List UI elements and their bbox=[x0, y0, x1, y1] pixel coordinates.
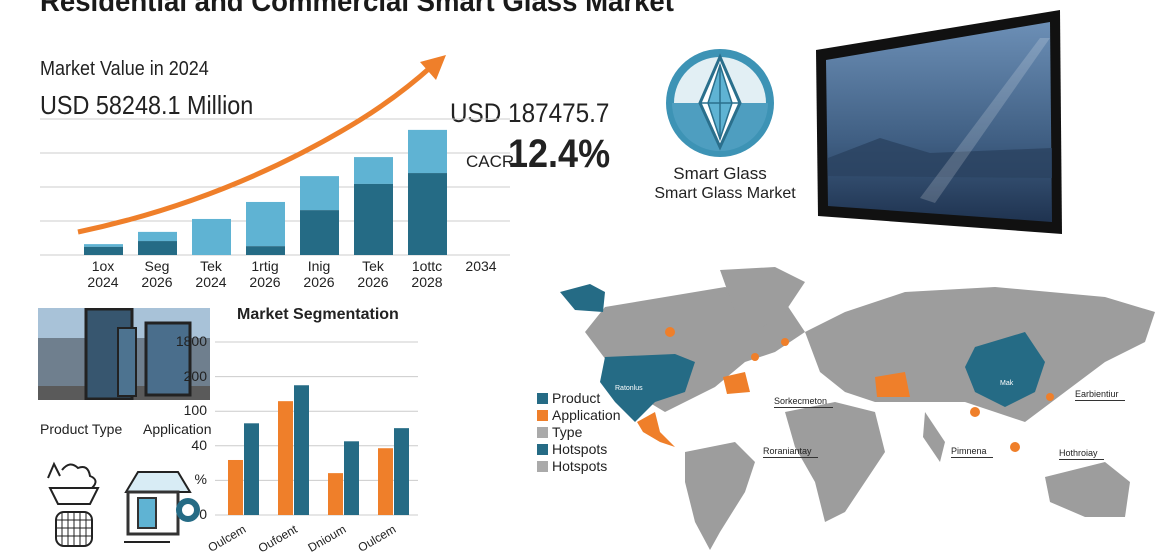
legend-item: Hotspots bbox=[537, 441, 621, 458]
smart-glass-display-image bbox=[816, 10, 1062, 234]
bar-segment-light bbox=[192, 218, 231, 255]
growth-chart bbox=[40, 55, 510, 256]
segment-bar bbox=[244, 423, 259, 515]
x-tick-label: Seg 2026 bbox=[141, 258, 173, 290]
segmentation-legend: Product Application Type Hotspots Hotspots bbox=[537, 390, 621, 475]
bar-segment-dark bbox=[246, 246, 285, 255]
segment-bar bbox=[344, 441, 359, 515]
brand-subtitle: Smart Glass Market bbox=[654, 185, 796, 202]
legend-swatch bbox=[537, 393, 548, 404]
map-label-japan: Earbientiur bbox=[1075, 389, 1125, 401]
legend-item: Product bbox=[537, 390, 621, 407]
bar-segment-light bbox=[300, 176, 339, 211]
trend-arrow bbox=[77, 64, 434, 235]
map-label-north-america: Ratonlus bbox=[615, 385, 643, 392]
world-map: Ratonlus Mak bbox=[560, 267, 1155, 550]
legend-label: Type bbox=[552, 424, 583, 440]
bar-segment-light bbox=[408, 129, 447, 174]
map-label-southeast-asia: Pimnena bbox=[951, 446, 992, 458]
page-title: Residential and Commercial Smart Glass M… bbox=[40, 0, 674, 18]
y-tick-label: 1800 bbox=[175, 333, 207, 349]
x-tick-label: 1ox 2024 bbox=[87, 258, 119, 290]
x-tick-label: Tek 2024 bbox=[195, 258, 227, 290]
y-tick-label: 0 bbox=[199, 506, 207, 522]
segment-bar bbox=[228, 459, 243, 515]
legend-label: Product bbox=[552, 390, 601, 406]
y-tick-label: % bbox=[194, 471, 207, 488]
y-tick-label: 40 bbox=[191, 436, 207, 453]
bar-segment-dark bbox=[354, 183, 393, 255]
brand-name: Smart Glass bbox=[673, 164, 767, 183]
legend-item: Application bbox=[537, 407, 621, 424]
legend-label: Application bbox=[552, 407, 621, 423]
segmentation-title: Market Segmentation bbox=[237, 306, 399, 323]
segment-bar bbox=[294, 385, 309, 515]
legend-item: Hotspots bbox=[537, 458, 621, 475]
y-tick-label: 100 bbox=[183, 402, 207, 419]
cagr-label: CACR bbox=[466, 152, 515, 171]
product-type-icon bbox=[47, 461, 100, 547]
smart-glass-panels-photo bbox=[38, 308, 210, 400]
product-type-label: Product Type bbox=[40, 421, 123, 437]
legend-swatch bbox=[537, 427, 548, 438]
bar-segment-dark bbox=[408, 173, 447, 255]
segment-bar bbox=[394, 428, 409, 515]
x-tick-label: Inig 2026 bbox=[303, 258, 335, 290]
legend-item: Type bbox=[537, 424, 621, 441]
market-value: USD 58248.1 Million bbox=[40, 90, 254, 120]
bar-segment-light bbox=[84, 244, 123, 247]
legend-label: Hotspots bbox=[552, 441, 608, 457]
legend-swatch bbox=[537, 461, 548, 472]
x-tick-label: 2034 bbox=[465, 258, 497, 274]
forecast-value: USD 187475.7 bbox=[450, 98, 610, 128]
segment-bar bbox=[378, 448, 393, 515]
segment-bar bbox=[328, 473, 343, 515]
legend-label: Hotspots bbox=[552, 458, 608, 474]
map-label-west-africa: Sorkecmeton bbox=[774, 396, 834, 408]
trend-arrow-head bbox=[420, 55, 446, 80]
bar-segment-dark bbox=[138, 241, 177, 255]
segmentation-chart bbox=[215, 341, 418, 516]
x-tick-label: 1ottc 2028 bbox=[411, 258, 443, 290]
x-tick-label: 1rtig 2026 bbox=[249, 258, 281, 290]
bar-segment-light bbox=[246, 201, 285, 247]
application-icon bbox=[124, 471, 200, 543]
bar-segment-dark bbox=[84, 246, 123, 255]
map-label-china: Mak bbox=[1000, 380, 1014, 387]
legend-swatch bbox=[537, 444, 548, 455]
application-label: Application bbox=[143, 421, 212, 437]
legend-swatch bbox=[537, 410, 548, 421]
market-value-label: Market Value in 2024 bbox=[40, 58, 209, 80]
bar-segment-light bbox=[138, 231, 177, 242]
bar-segment-dark bbox=[300, 210, 339, 255]
map-label-south-america: Roraniantay bbox=[763, 446, 818, 458]
y-tick-label: 200 bbox=[183, 367, 207, 384]
cagr-value: 12.4% bbox=[508, 132, 611, 176]
x-tick-label: Tek 2026 bbox=[357, 258, 389, 290]
segment-bar bbox=[278, 401, 293, 515]
smart-glass-logo bbox=[666, 49, 774, 157]
bar-segment-light bbox=[354, 157, 393, 184]
map-label-oceania: Hothroiay bbox=[1059, 448, 1103, 460]
